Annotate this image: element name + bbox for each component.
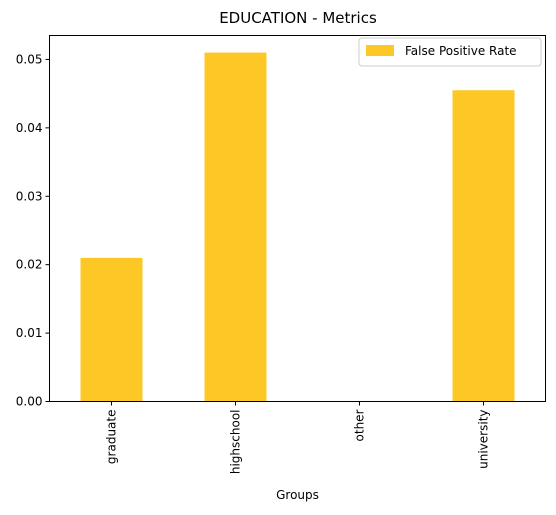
y-tick-label-2: 0.02 <box>16 258 43 272</box>
legend-label: False Positive Rate <box>405 44 517 58</box>
y-tick-label-4: 0.04 <box>16 121 43 135</box>
x-tick-label-graduate: graduate <box>105 410 119 465</box>
plot-frame <box>49 35 546 402</box>
chart-title: EDUCATION - Metrics <box>219 9 377 27</box>
x-tick-label-other: other <box>353 409 367 441</box>
legend-box <box>358 37 542 67</box>
x-axis-label: Groups <box>276 488 319 502</box>
legend-swatch <box>366 45 394 56</box>
x-tick-label-highschool: highschool <box>229 410 243 475</box>
y-axis: 0.00 0.01 0.02 0.03 0.04 0.05 <box>16 52 50 409</box>
legend: False Positive Rate <box>358 37 542 67</box>
bar-graduate <box>80 257 143 402</box>
y-tick-label-1: 0.01 <box>16 326 43 340</box>
x-tick-label-university: university <box>477 410 491 469</box>
bar-highschool <box>204 52 267 402</box>
y-tick-label-0: 0.00 <box>16 395 43 409</box>
bar-university <box>452 90 515 402</box>
y-tick-label-3: 0.03 <box>16 189 43 203</box>
x-axis: graduate highschool other university <box>105 401 491 475</box>
bars-layer <box>80 52 515 402</box>
y-tick-label-5: 0.05 <box>16 52 43 66</box>
